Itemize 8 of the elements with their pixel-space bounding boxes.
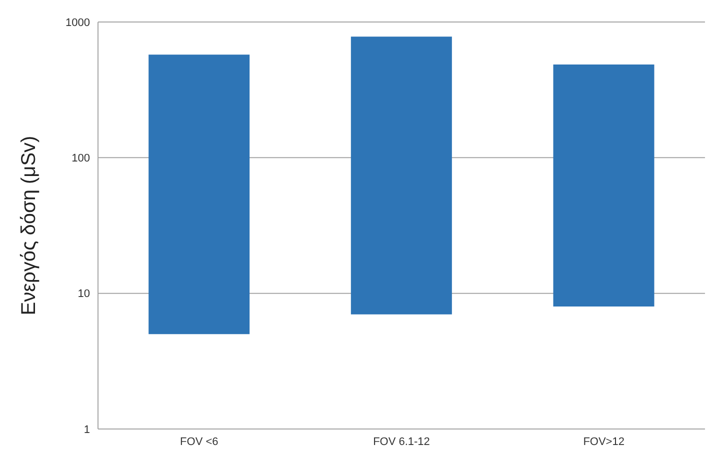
y-axis-title: Ενεργός δόση (μSv) bbox=[18, 136, 40, 316]
x-tick-label: FOV>12 bbox=[583, 436, 624, 448]
y-tick-label: 1 bbox=[84, 424, 90, 436]
x-tick-label: FOV 6.1-12 bbox=[373, 436, 430, 448]
y-tick-label: 100 bbox=[72, 152, 90, 165]
y-tick-label: 10 bbox=[78, 288, 90, 300]
x-tick-label: FOV <6 bbox=[180, 436, 218, 448]
y-tick-label: 1000 bbox=[66, 16, 90, 29]
